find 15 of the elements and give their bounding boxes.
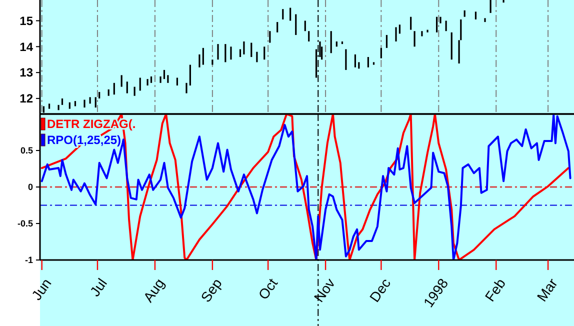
y-tick-label: 14 xyxy=(20,40,34,54)
x-tick-label: Oct xyxy=(254,275,281,302)
y-tick-label: -0.5 xyxy=(17,218,33,229)
x-tick-label: Dec xyxy=(366,275,394,305)
x-tick-label: Mar xyxy=(534,275,561,304)
y-tick-label: 15 xyxy=(20,14,34,28)
y-tick-label: 0 xyxy=(28,182,33,192)
x-tick-label: Jul xyxy=(86,275,110,300)
x-tick-label: Jun xyxy=(28,275,54,304)
y-tick-label: -1 xyxy=(24,255,33,266)
x-tick-label: Feb xyxy=(482,275,509,304)
y-tick-label: 12 xyxy=(20,92,34,106)
y-tick-label: 0.5 xyxy=(20,146,33,156)
x-tick-label: Sep xyxy=(198,275,226,305)
y-tick-label: 13 xyxy=(20,66,34,80)
